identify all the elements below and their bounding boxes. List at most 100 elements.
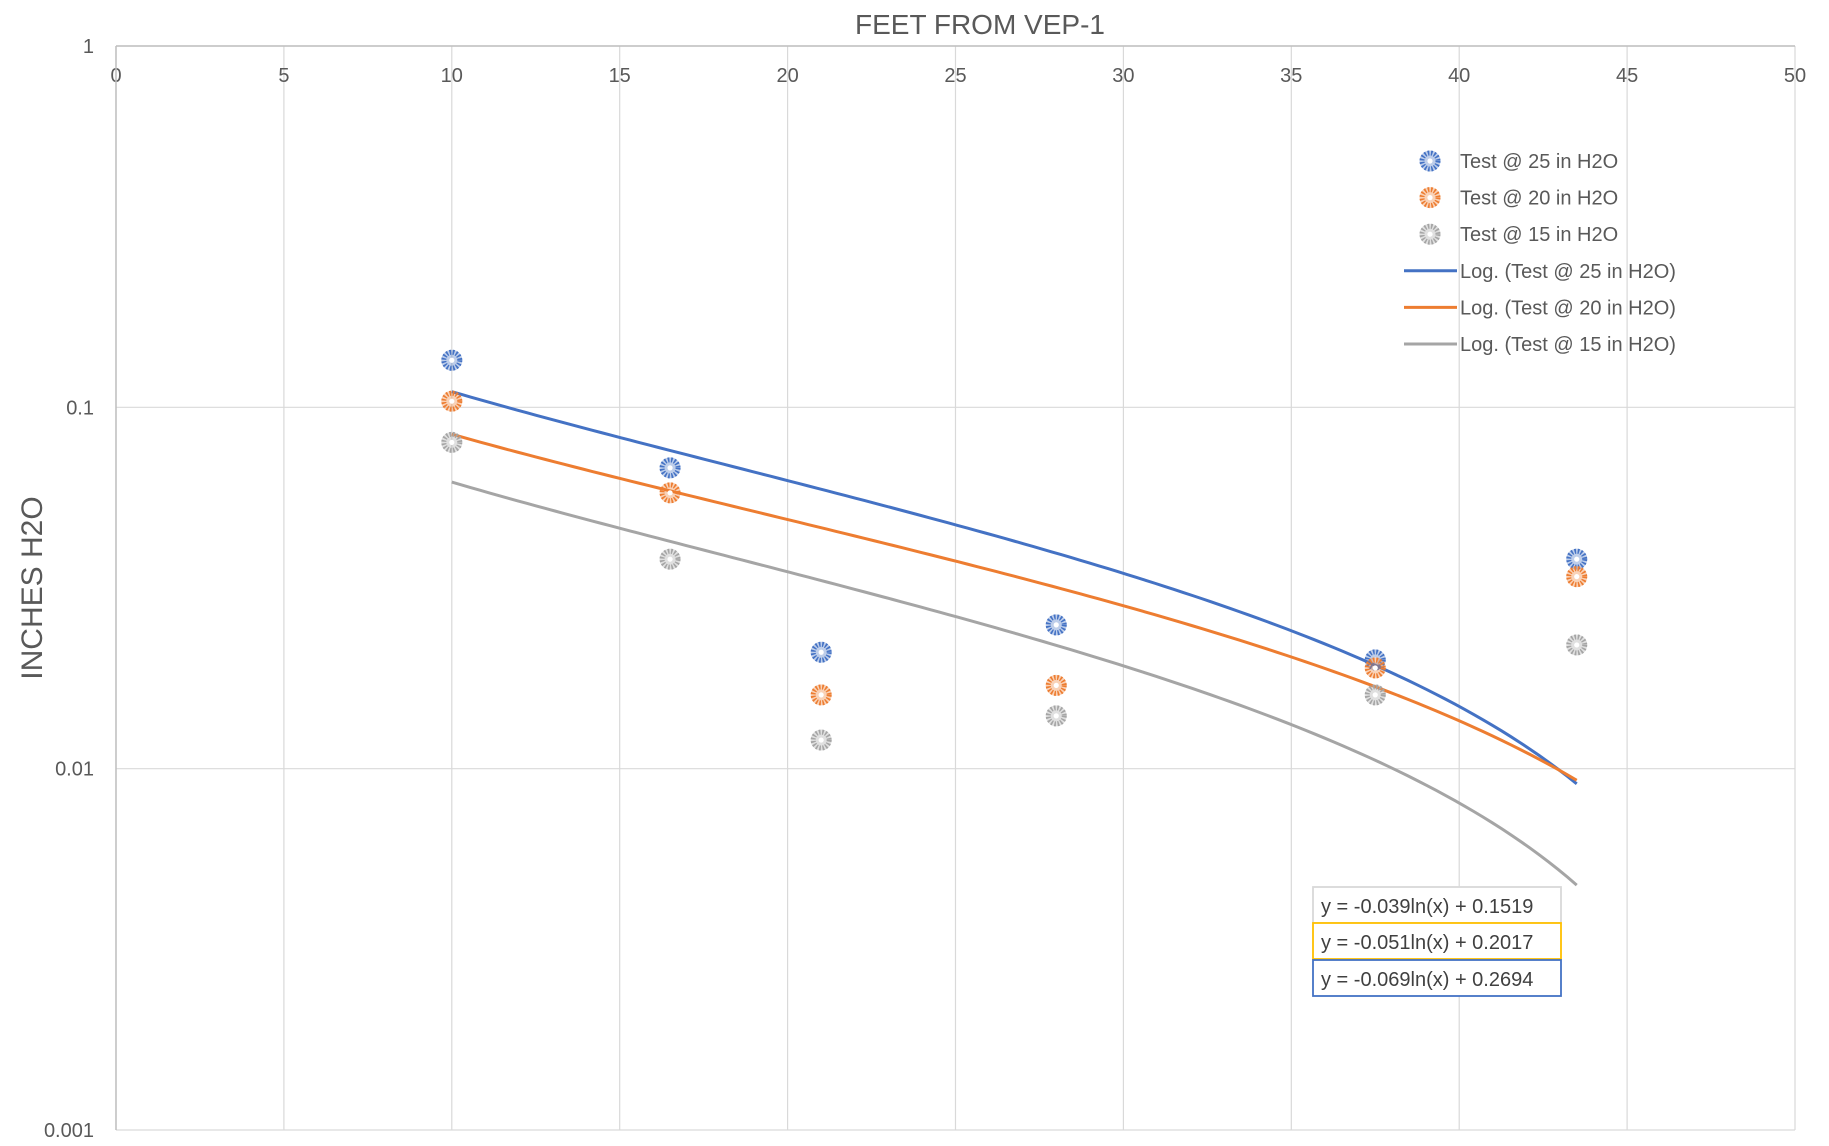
marker-ring [441, 390, 463, 412]
marker-center [667, 465, 673, 471]
legend-label: Log. (Test @ 20 in H2O) [1460, 297, 1676, 319]
data-point [1364, 657, 1386, 679]
marker-center [818, 692, 824, 698]
x-tick-label: 25 [944, 65, 966, 87]
legend-label: Log. (Test @ 25 in H2O) [1460, 261, 1676, 283]
marker-ring [1045, 614, 1067, 636]
data-point [810, 729, 832, 751]
marker-ring [1364, 657, 1386, 679]
marker-ring [441, 349, 463, 371]
x-tick-label: 50 [1784, 65, 1806, 87]
x-tick-label: 40 [1448, 65, 1470, 87]
equation-label: y = -0.069ln(x) + 0.2694 [1321, 969, 1533, 991]
legend-marker [1419, 223, 1441, 245]
marker-ring [1045, 674, 1067, 696]
data-point [659, 548, 681, 570]
marker-ring [810, 641, 832, 663]
trendlines [451, 390, 1578, 887]
equation-box-border [1312, 959, 1562, 997]
marker-ring [1045, 705, 1067, 727]
y-tick-label: 0.01 [55, 759, 94, 781]
marker-center [1053, 713, 1059, 719]
legend-marker [1419, 187, 1441, 209]
data-point [659, 482, 681, 504]
marker-center [818, 649, 824, 655]
data-point [441, 349, 463, 371]
y-tick-label: 1 [83, 36, 94, 58]
legend-label: Log. (Test @ 15 in H2O) [1460, 334, 1676, 356]
trendline [451, 480, 1578, 887]
marker-ring [1364, 649, 1386, 671]
data-point [1566, 548, 1588, 570]
legend-label: Test @ 25 in H2O [1460, 151, 1618, 173]
marker-center [1427, 195, 1433, 201]
x-tick-label: 30 [1112, 65, 1134, 87]
marker-center [449, 357, 455, 363]
marker-ring [1364, 684, 1386, 706]
equation-box-border [1312, 886, 1562, 924]
data-point [1364, 684, 1386, 706]
legend-marker [1419, 150, 1441, 172]
equation-box: y = -0.051ln(x) + 0.2017 [1312, 922, 1562, 960]
equation-label: y = -0.051ln(x) + 0.2017 [1321, 932, 1533, 954]
x-tick-label: 20 [776, 65, 798, 87]
marker-ring [441, 431, 463, 453]
data-point [1045, 674, 1067, 696]
marker-center [1427, 158, 1433, 164]
data-point [810, 641, 832, 663]
x-tick-label: 45 [1616, 65, 1638, 87]
marker-ring [659, 548, 681, 570]
marker-ring [1566, 634, 1588, 656]
y-axis-label: INCHES H2O [16, 496, 49, 679]
data-point [1566, 566, 1588, 588]
data-point [659, 457, 681, 479]
marker-center [818, 737, 824, 743]
x-tick-label: 35 [1280, 65, 1302, 87]
marker-ring [659, 482, 681, 504]
marker-center [1053, 682, 1059, 688]
marker-center [1574, 556, 1580, 562]
marker-center [1053, 622, 1059, 628]
data-point [1045, 705, 1067, 727]
equation-box: y = -0.039ln(x) + 0.1519 [1312, 886, 1562, 924]
marker-center [1574, 642, 1580, 648]
data-point [1566, 634, 1588, 656]
marker-ring [1566, 548, 1588, 570]
x-tick-label: 5 [278, 65, 289, 87]
equation-box: y = -0.069ln(x) + 0.2694 [1312, 959, 1562, 997]
legend-label: Test @ 20 in H2O [1460, 188, 1618, 210]
trendline-equations: y = -0.039ln(x) + 0.1519 y = -0.051ln(x) … [1312, 886, 1562, 997]
marker-ring [1419, 150, 1441, 172]
marker-center [449, 398, 455, 404]
legend-label: Test @ 15 in H2O [1460, 224, 1618, 246]
x-tick-label: 15 [609, 65, 631, 87]
marker-ring [659, 457, 681, 479]
data-point [441, 431, 463, 453]
marker-center [1372, 692, 1378, 698]
legend: Test @ 25 in H2O Test @ 20 in H2O Test @ 1… [1404, 150, 1676, 356]
data-points [441, 349, 1588, 751]
equation-label: y = -0.039ln(x) + 0.1519 [1321, 896, 1533, 918]
data-point [1045, 614, 1067, 636]
marker-center [449, 439, 455, 445]
trendline [451, 432, 1578, 782]
data-point [441, 390, 463, 412]
marker-ring [1419, 187, 1441, 209]
marker-center [667, 490, 673, 496]
data-point [810, 684, 832, 706]
x-tick-label: 10 [441, 65, 463, 87]
marker-center [1574, 574, 1580, 580]
equation-box-border [1312, 922, 1562, 960]
marker-ring [1566, 566, 1588, 588]
marker-ring [1419, 223, 1441, 245]
marker-center [1372, 665, 1378, 671]
marker-center [667, 556, 673, 562]
chart-title: FEET FROM VEP-1 [855, 9, 1105, 40]
y-tick-label: 0.1 [66, 397, 94, 419]
marker-center [1427, 231, 1433, 237]
y-tick-label: 0.001 [44, 1120, 94, 1141]
marker-ring [810, 729, 832, 751]
